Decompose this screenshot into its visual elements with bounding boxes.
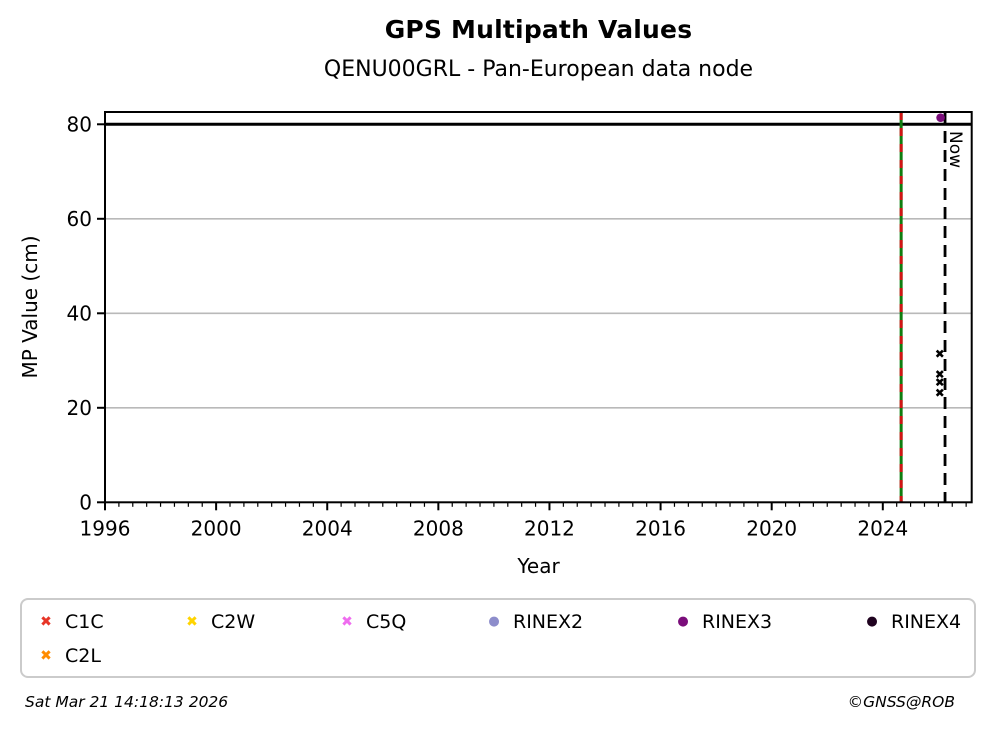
rinex2-marker-icon: ● [488, 614, 500, 629]
chart-subtitle: QENU00GRL - Pan-European data node [323, 57, 754, 82]
x-tick-label: 2020 [746, 516, 797, 540]
legend-label: C5Q [366, 611, 407, 633]
legend-item-c2w: ✖ C2W [182, 605, 337, 639]
legend-label: RINEX4 [891, 611, 962, 633]
y-tick-label: 60 [67, 207, 92, 231]
legend-label: C1C [65, 611, 104, 633]
legend-box: ✖ C1C ✖ C2W ✖ C5Q ● RINEX2 ● RINEX3 ● RINEX4 ✖ C2L [20, 598, 976, 678]
x-tick-label: 2024 [857, 516, 908, 540]
legend-label: C2L [65, 645, 101, 667]
y-tick-label: 80 [67, 112, 92, 136]
marker-c1c: ✖ [935, 367, 945, 381]
marker-rinex3 [936, 113, 945, 122]
plot-frame [104, 111, 973, 504]
rinex3-marker-icon: ● [677, 614, 689, 629]
now-label: Now [945, 131, 965, 168]
x-tick-label: 2004 [302, 516, 353, 540]
legend-item-rinex2: ● RINEX2 [484, 605, 673, 639]
legend-item-c2l: ✖ C2L [36, 639, 182, 673]
y-tick-label: 40 [67, 301, 92, 325]
c2l-marker-icon: ✖ [40, 648, 52, 664]
chart-title: GPS Multipath Values [384, 15, 693, 44]
rinex4-marker-icon: ● [866, 614, 878, 629]
marker-c2w: ✖ [935, 375, 945, 389]
x-axis-label: Year [517, 554, 560, 578]
legend-label: RINEX2 [513, 611, 584, 633]
c5q-marker-icon: ✖ [341, 614, 353, 630]
x-tick-label: 2016 [635, 516, 686, 540]
marker-c2l: ✖ [935, 347, 945, 361]
legend-item-c5q: ✖ C5Q [337, 605, 484, 639]
c1c-marker-icon: ✖ [40, 614, 52, 630]
legend-item-rinex4: ● RINEX4 [862, 605, 974, 639]
copyright-credit: ©GNSS@ROB [847, 693, 955, 711]
plot-timestamp: Sat Mar 21 14:18:13 2026 [25, 693, 229, 711]
legend-item-c1c: ✖ C1C [36, 605, 182, 639]
y-tick-label: 20 [67, 396, 92, 420]
legend-label: C2W [211, 611, 256, 633]
x-tick-label: 2012 [524, 516, 575, 540]
y-tick-label: 0 [79, 490, 92, 514]
legend-label: RINEX3 [702, 611, 773, 633]
c2w-marker-icon: ✖ [186, 614, 198, 630]
x-tick-label: 1996 [80, 516, 131, 540]
y-axis-label: MP Value (cm) [18, 235, 42, 379]
x-tick-label: 2008 [413, 516, 464, 540]
legend-item-rinex3: ● RINEX3 [673, 605, 862, 639]
x-tick-label: 2000 [191, 516, 242, 540]
marker-c5q: ✖ [935, 386, 945, 400]
